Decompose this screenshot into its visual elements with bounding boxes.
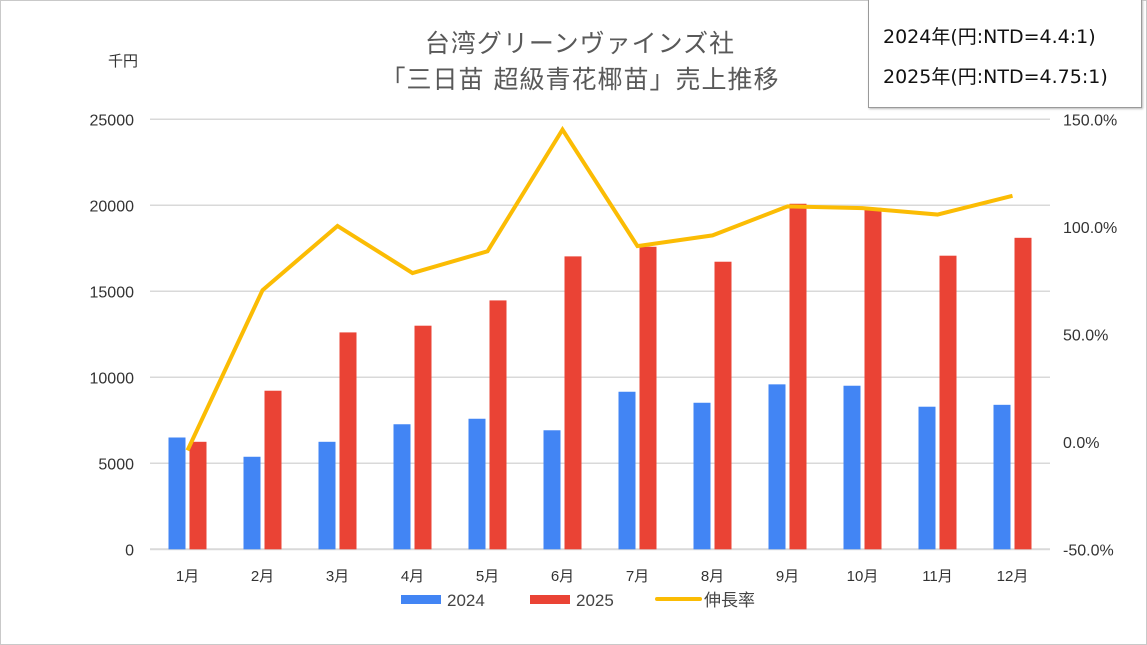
bar-2024: [543, 430, 561, 550]
bar-2024: [243, 456, 261, 550]
bar-2024: [693, 402, 711, 550]
x-tick-label: 6月: [551, 568, 574, 585]
chart-title-line-2: 「三日苗 超級青花椰苗」売上推移: [380, 65, 780, 94]
x-tick-label: 5月: [476, 568, 499, 585]
y-tick-label: 5000: [98, 456, 134, 473]
bar-2024: [918, 406, 936, 550]
bar-2024: [768, 384, 786, 550]
bar-2025: [489, 300, 507, 550]
x-tick-label: 4月: [401, 568, 424, 585]
x-tick-label: 7月: [626, 568, 649, 585]
legend-swatch-2024: [401, 595, 441, 604]
y-tick-label: 15000: [90, 284, 135, 301]
y2-tick-label: 100.0%: [1063, 220, 1117, 237]
bar-2025: [414, 325, 432, 550]
y-axis-unit-label: 千円: [108, 52, 139, 70]
exchange-rate-2025: 2025年(円:NTD=4.75:1): [883, 66, 1108, 88]
legend-swatch-2025: [530, 595, 570, 604]
bar-2025: [564, 256, 582, 550]
x-tick-label: 9月: [776, 568, 799, 585]
y-tick-label: 0: [125, 542, 134, 559]
y2-tick-label: 150.0%: [1063, 112, 1117, 129]
bar-2024: [843, 385, 861, 550]
bar-2025: [714, 261, 732, 550]
x-tick-label: 2月: [251, 568, 274, 585]
legend-label: 2024: [447, 591, 485, 610]
bar-2025: [189, 441, 207, 550]
bar-2025: [1014, 237, 1032, 550]
x-tick-label: 1月: [176, 568, 199, 585]
bar-2025: [339, 332, 357, 550]
y2-tick-label: 0.0%: [1063, 435, 1099, 452]
x-tick-label: 8月: [701, 568, 724, 585]
y-tick-label: 25000: [90, 112, 135, 129]
exchange-rate-2024: 2024年(円:NTD=4.4:1): [883, 26, 1096, 48]
bar-2025: [939, 255, 957, 550]
chart-title-line-1: 台湾グリーンヴァインズ社: [424, 29, 736, 58]
x-tick-label: 10月: [847, 568, 879, 585]
y2-tick-label: -50.0%: [1063, 542, 1114, 559]
line-growth-rate: [185, 125, 1013, 452]
bar-2025: [864, 207, 882, 550]
bar-2025: [789, 203, 807, 550]
x-tick-label: 11月: [922, 568, 953, 585]
y-tick-label: 20000: [90, 198, 135, 215]
bar-2024: [393, 424, 411, 550]
bar-2024: [468, 418, 486, 550]
x-tick-label: 12月: [997, 568, 1029, 585]
x-tick-label: 3月: [326, 568, 349, 585]
bar-2024: [318, 441, 336, 550]
legend-label: 2025: [576, 591, 614, 610]
legend-label: 伸長率: [704, 591, 755, 610]
bar-2024: [618, 391, 636, 550]
bar-2025: [264, 390, 282, 550]
bar-2024: [168, 437, 186, 550]
bar-2025: [639, 246, 657, 550]
exchange-rate-note: 2024年(円:NTD=4.4:1) 2025年(円:NTD=4.75:1): [868, 0, 1142, 108]
y-tick-label: 10000: [90, 370, 135, 387]
y2-tick-label: 50.0%: [1063, 327, 1108, 344]
bar-2024: [993, 404, 1011, 550]
